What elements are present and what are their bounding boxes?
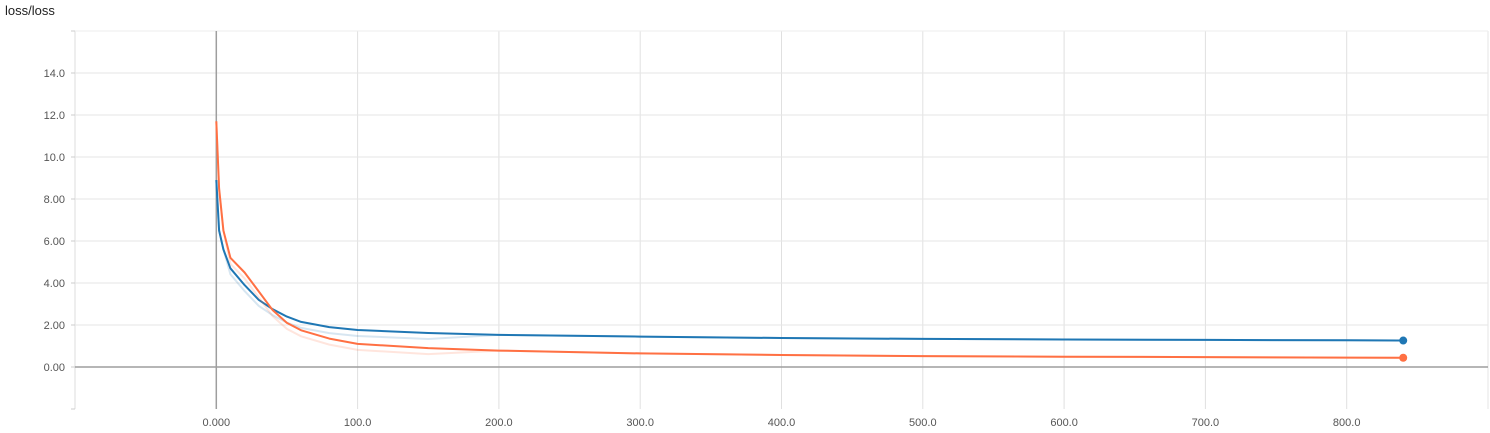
series-end-point bbox=[1399, 336, 1408, 345]
y-tick-label: 0.00 bbox=[44, 362, 65, 374]
x-tick-label: 600.0 bbox=[1050, 417, 1078, 429]
series-raw-line bbox=[215, 180, 1404, 342]
x-tick-label: 800.0 bbox=[1333, 417, 1361, 429]
x-tick-label: 100.0 bbox=[344, 417, 372, 429]
axes bbox=[71, 30, 1488, 410]
series-end-point bbox=[1399, 353, 1408, 362]
y-tick-label: 14.0 bbox=[44, 68, 65, 80]
chart-title: loss/loss bbox=[5, 3, 55, 18]
y-tick-label: 8.00 bbox=[44, 194, 65, 206]
y-tick-label: 12.0 bbox=[44, 110, 65, 122]
x-tick-label: 0.000 bbox=[203, 417, 231, 429]
x-tick-label: 500.0 bbox=[909, 417, 937, 429]
x-tick-label: 700.0 bbox=[1192, 417, 1220, 429]
y-tick-label: 10.0 bbox=[44, 152, 65, 164]
x-tick-label: 300.0 bbox=[626, 417, 654, 429]
y-tick-label: 6.00 bbox=[44, 236, 65, 248]
y-tick-label: 2.00 bbox=[44, 320, 65, 332]
series-line bbox=[215, 121, 1404, 359]
series-line bbox=[215, 180, 1404, 342]
y-tick-label: 4.00 bbox=[44, 278, 65, 290]
grid bbox=[74, 30, 1489, 409]
tick-labels: 0.00 2.00 4.00 6.00 8.00 10.0 12.0 14.0 0.000 100… bbox=[44, 68, 1361, 429]
x-tick-label: 200.0 bbox=[485, 417, 513, 429]
x-tick-label: 400.0 bbox=[768, 417, 796, 429]
series-lines bbox=[215, 121, 1408, 362]
